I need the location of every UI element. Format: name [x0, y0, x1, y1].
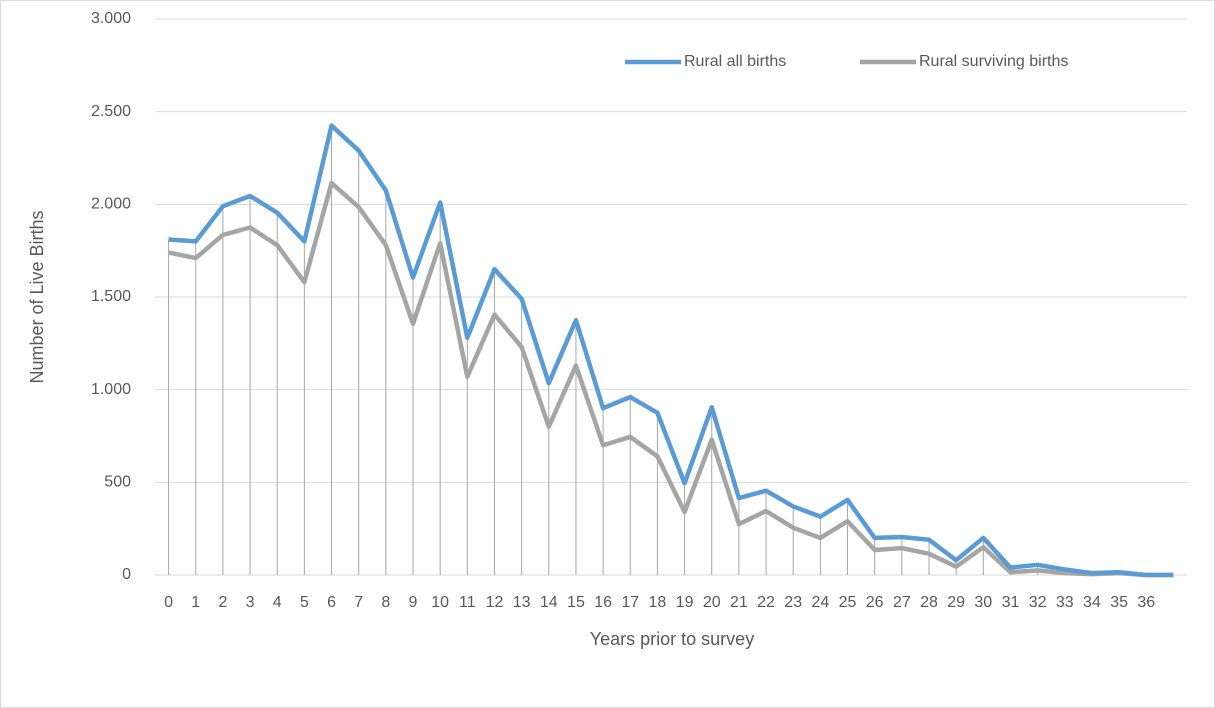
y-tick-label: 1.000 [91, 381, 131, 398]
x-tick-label: 0 [164, 594, 173, 611]
x-tick-label: 19 [676, 594, 694, 611]
x-tick-label: 33 [1056, 594, 1074, 611]
y-tick-label: 500 [104, 474, 131, 491]
x-tick-label: 3 [246, 594, 255, 611]
x-tick-label: 17 [621, 594, 639, 611]
y-tick-label: 3.000 [91, 10, 131, 27]
x-tick-label: 6 [327, 594, 336, 611]
x-tick-label: 21 [730, 594, 748, 611]
x-tick-label: 28 [920, 594, 938, 611]
x-tick-label: 36 [1137, 594, 1155, 611]
y-axis-label: Number of Live Births [27, 210, 47, 383]
x-tick-label: 18 [649, 594, 667, 611]
x-tick-label: 12 [486, 594, 504, 611]
y-tick-label: 1.500 [91, 288, 131, 305]
x-axis-label: Years prior to survey [590, 629, 754, 649]
x-tick-label: 14 [540, 594, 558, 611]
x-tick-label: 34 [1083, 594, 1101, 611]
x-tick-label: 7 [354, 594, 363, 611]
y-tick-label: 2.500 [91, 103, 131, 120]
y-tick-label: 0 [122, 566, 131, 583]
x-tick-label: 29 [947, 594, 965, 611]
x-tick-label: 11 [459, 594, 476, 611]
x-tick-label: 5 [300, 594, 309, 611]
x-tick-label: 1 [191, 594, 200, 611]
x-tick-label: 30 [974, 594, 992, 611]
x-tick-label: 25 [839, 594, 857, 611]
x-tick-label: 10 [431, 594, 449, 611]
x-tick-label: 4 [273, 594, 282, 611]
x-tick-label: 35 [1110, 594, 1128, 611]
x-tick-label: 13 [513, 594, 531, 611]
x-tick-label: 22 [757, 594, 775, 611]
legend-label: Rural surviving births [919, 53, 1068, 70]
series-line [168, 123, 1174, 578]
x-tick-label: 2 [218, 594, 227, 611]
series-line [168, 180, 1174, 578]
y-tick-label: 2.000 [91, 196, 131, 213]
x-tick-label: 9 [409, 594, 418, 611]
x-tick-label: 8 [381, 594, 390, 611]
x-tick-label: 26 [866, 594, 884, 611]
x-tick-label: 32 [1029, 594, 1047, 611]
x-tick-label: 15 [567, 594, 585, 611]
x-tick-label: 24 [811, 594, 829, 611]
x-tick-label: 31 [1002, 594, 1020, 611]
x-tick-label: 23 [784, 594, 802, 611]
x-tick-label: 27 [893, 594, 911, 611]
legend-label: Rural all births [684, 53, 786, 70]
x-tick-label: 16 [594, 594, 612, 611]
x-tick-label: 20 [703, 594, 721, 611]
